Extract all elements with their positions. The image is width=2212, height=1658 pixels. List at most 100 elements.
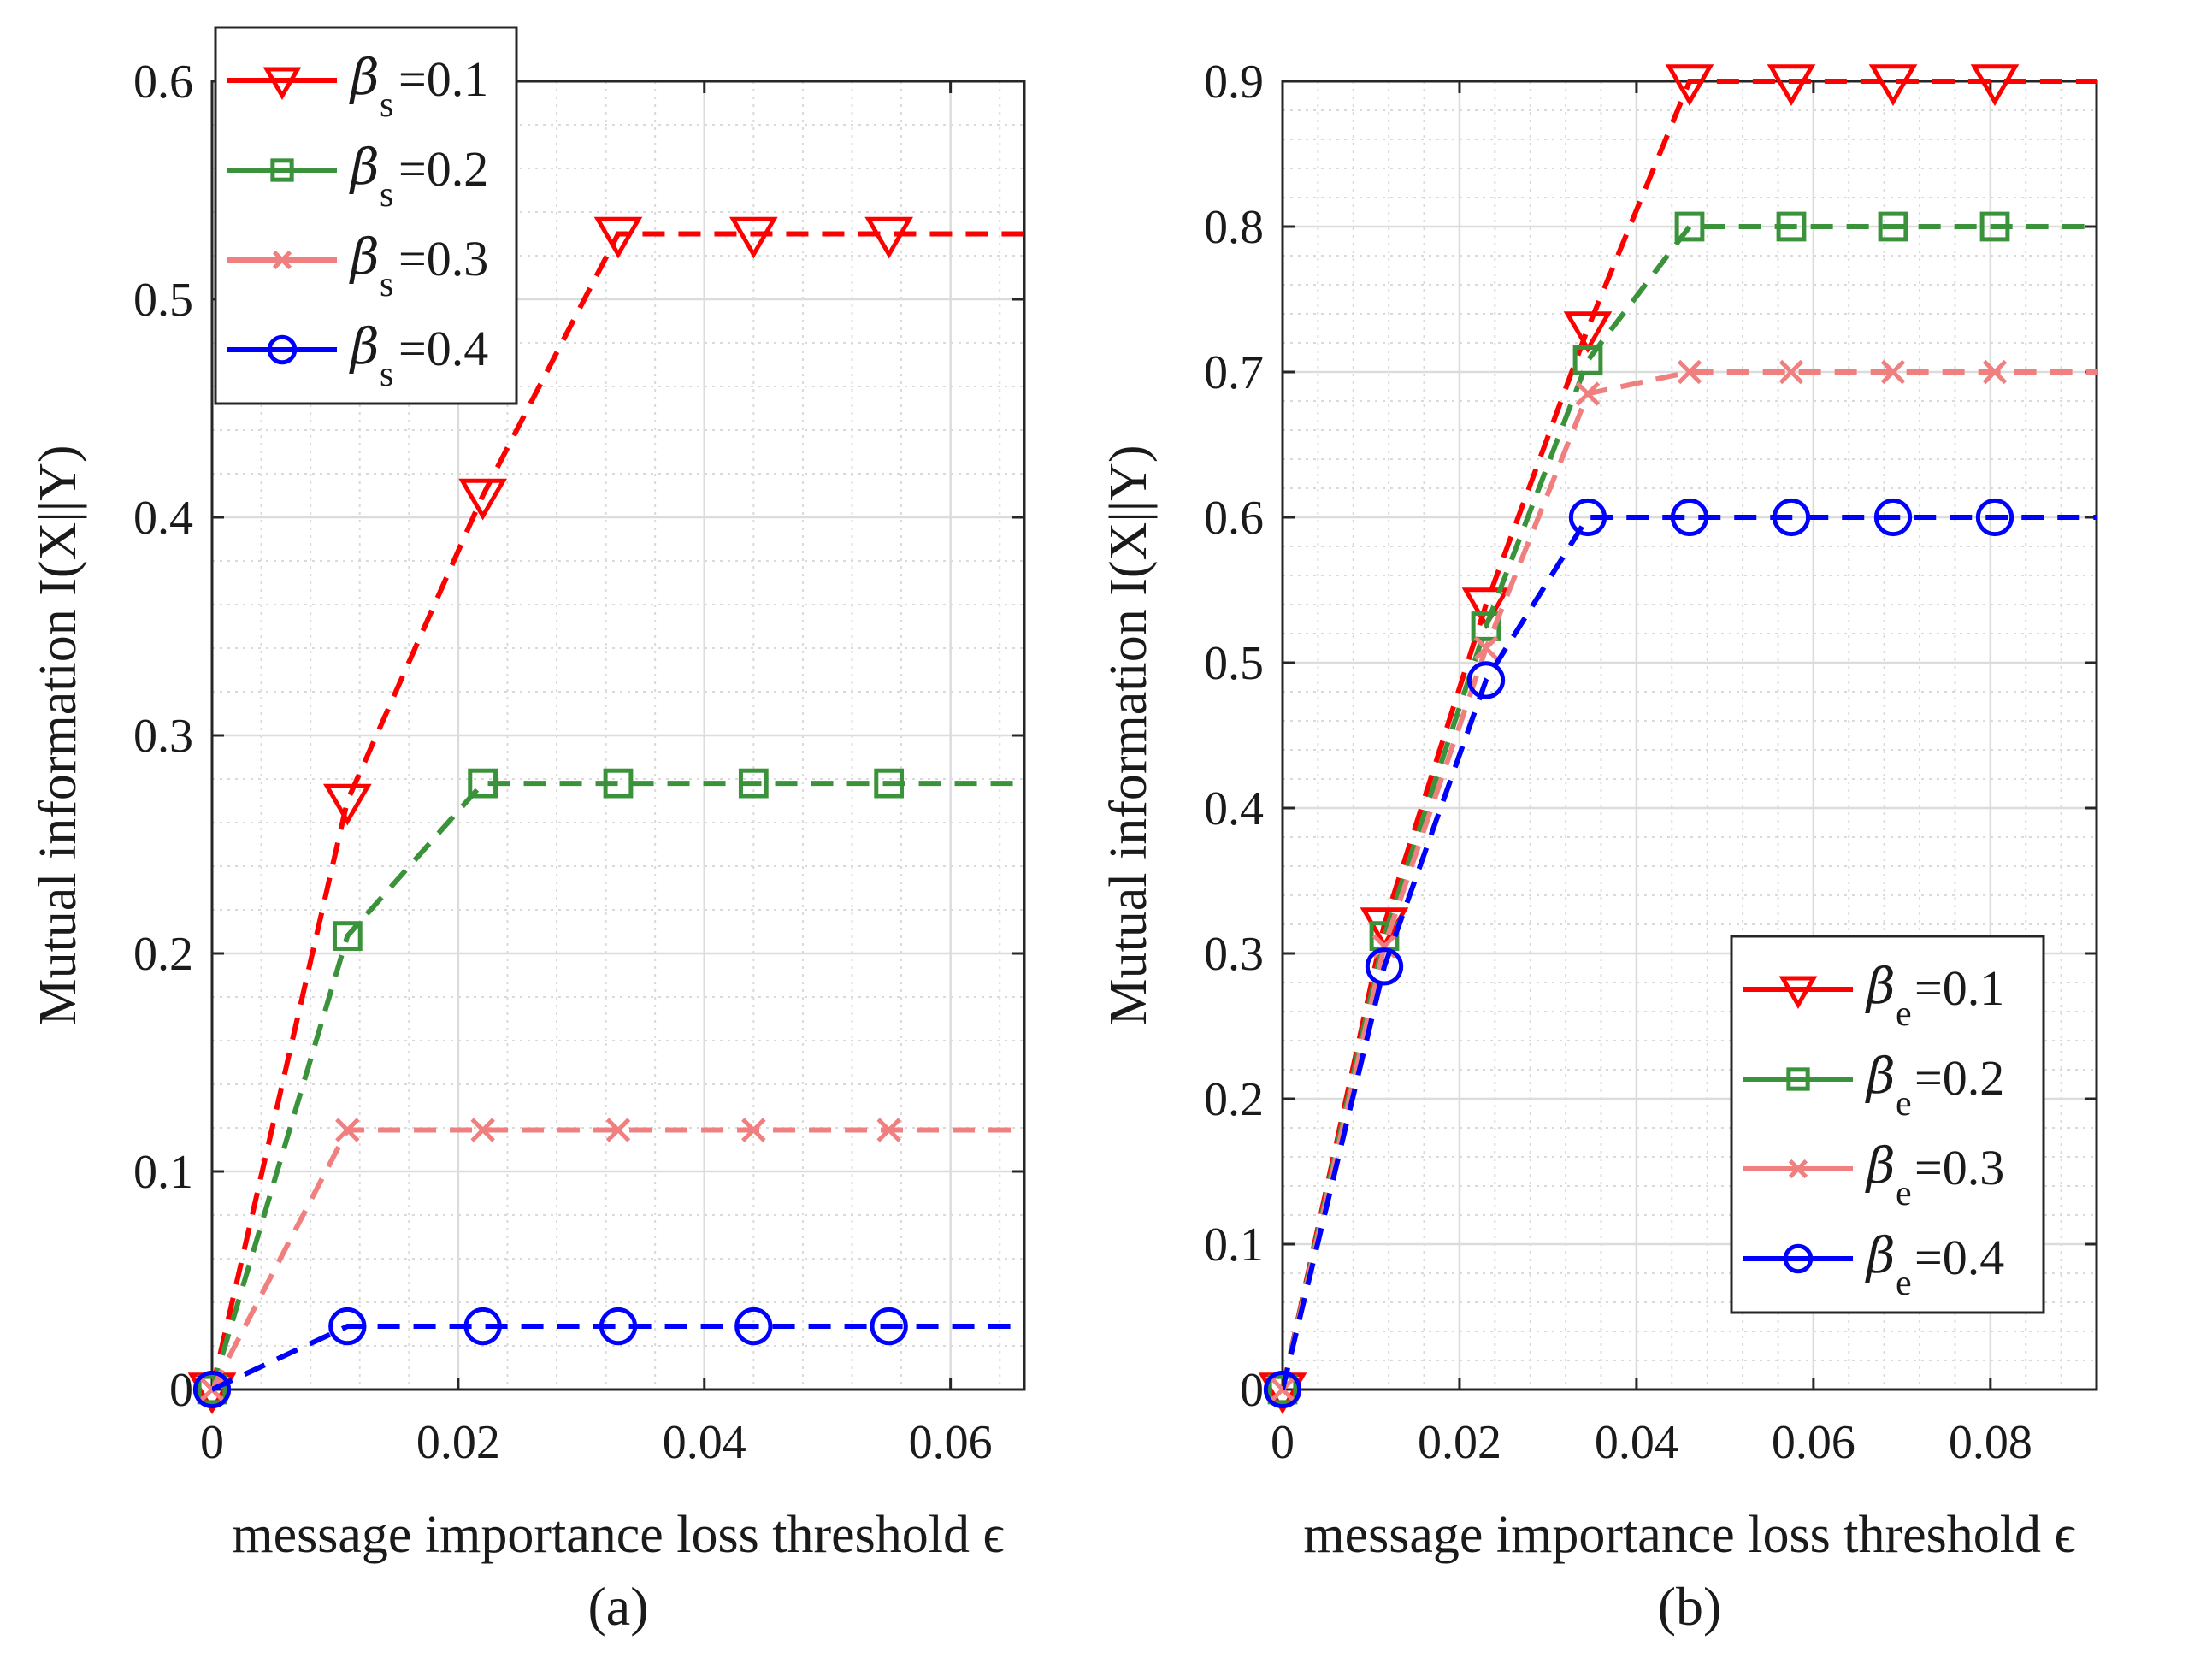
legend-entry-3: β e =0.3 — [1743, 1136, 2004, 1213]
data-point-marker — [1670, 498, 1709, 537]
legend-subscript: s — [380, 265, 393, 304]
legend-entry-1: β e =0.1 — [1743, 957, 2004, 1034]
data-point-marker — [603, 768, 634, 799]
y-tick-label: 0 — [1240, 1364, 1264, 1417]
data-point-marker — [1878, 211, 1908, 242]
legend-subscript: s — [380, 175, 393, 215]
legend-label: =0.3 — [398, 231, 488, 286]
chart-panel-a: 0 0.02 0.04 0.06 0 0.1 0.2 0.3 0.4 0.5 0.6 message … — [29, 26, 1026, 1637]
y-tick-label: 0.8 — [1204, 201, 1264, 254]
y-tick-label: 0.6 — [133, 56, 193, 109]
legend-box — [214, 26, 518, 405]
legend-entry-4: β s =0.4 — [227, 317, 488, 394]
legend-entry-2: β s =0.2 — [227, 138, 488, 215]
data-point-marker — [1979, 211, 2010, 242]
x-axis-label: message importance loss threshold ϵ — [1303, 1506, 2075, 1564]
x-tick-label: 0.04 — [1595, 1416, 1678, 1469]
legend-entry-3: β s =0.3 — [227, 227, 488, 304]
legend-label: =0.3 — [1914, 1140, 2004, 1195]
y-tick-label: 0.7 — [1204, 346, 1264, 399]
data-point-marker — [1572, 345, 1603, 375]
x-axis-label: message importance loss threshold ϵ — [232, 1506, 1004, 1564]
series-line — [212, 781, 1024, 1390]
series-4 — [1263, 498, 2097, 1409]
x-tick-label: 0.06 — [909, 1416, 993, 1469]
x-tick-label: 0.06 — [1772, 1416, 1855, 1469]
data-point-marker — [1767, 64, 1816, 106]
data-point-marker — [1568, 498, 1607, 537]
legend-marker — [267, 334, 298, 365]
data-point-marker — [741, 1118, 766, 1142]
y-tick-label: 0.5 — [133, 274, 193, 327]
ticks — [1281, 80, 2097, 1391]
legend-label: =0.2 — [1914, 1050, 2004, 1106]
legend-symbol: β — [349, 48, 380, 106]
y-axis-label: Mutual information I(X||Y) — [29, 445, 87, 1025]
data-point-marker — [1575, 381, 1601, 406]
data-point-marker — [874, 768, 905, 799]
data-point-marker — [1461, 587, 1511, 629]
legend-symbol: β — [349, 317, 380, 375]
data-point-marker — [1778, 359, 1804, 385]
legend-label: =0.1 — [1914, 960, 2004, 1016]
y-tick-label: 0.4 — [133, 492, 193, 545]
series-1 — [1258, 64, 2097, 1414]
y-tick-label: 0.1 — [133, 1146, 193, 1199]
legend-entry-2: β e =0.2 — [1743, 1047, 2004, 1124]
data-point-marker — [728, 216, 778, 259]
legend-symbol: β — [1865, 1226, 1896, 1284]
y-tick-label: 0.2 — [1204, 1073, 1264, 1126]
x-tick-label: 0 — [200, 1416, 224, 1469]
y-tick-label: 0.1 — [1204, 1218, 1264, 1272]
legend: β e =0.1β e =0.2β e =0.3β e =0.4 — [1730, 935, 2045, 1314]
data-point-marker — [192, 1370, 232, 1409]
legend-box — [1730, 935, 2045, 1314]
y-tick-label: 0.6 — [1204, 492, 1264, 545]
data-point-marker — [599, 1307, 638, 1346]
legend-symbol: β — [1865, 1047, 1896, 1105]
legend-symbol: β — [349, 138, 380, 196]
panel-caption: (a) — [587, 1576, 648, 1637]
data-point-marker — [197, 1374, 227, 1405]
legend-marker — [1783, 1243, 1814, 1274]
data-point-marker — [463, 1307, 502, 1346]
legend-subscript: s — [380, 355, 393, 394]
legend-label: =0.1 — [398, 51, 488, 107]
data-point-marker — [1466, 661, 1506, 699]
data-point-marker — [1880, 359, 1906, 385]
data-point-marker — [322, 783, 372, 826]
y-tick-label: 0.3 — [133, 710, 193, 763]
data-point-marker — [1471, 611, 1501, 641]
legend-subscript: e — [1896, 1084, 1912, 1124]
data-point-marker — [1365, 947, 1404, 986]
series-line — [212, 231, 1024, 1390]
chart-panel-b: 0 0.02 0.04 0.06 0.08 0 0.1 0.2 0.3 0.4 0.5 0.6 0.7 0… — [1100, 56, 2098, 1637]
series-line — [212, 1324, 1024, 1392]
legend-label: =0.4 — [1914, 1230, 2004, 1285]
legend-symbol: β — [1865, 957, 1896, 1015]
data-point-marker — [1263, 1370, 1302, 1409]
data-point-marker — [1563, 311, 1613, 353]
x-tick-label: 0 — [1271, 1416, 1295, 1469]
series-4 — [192, 1307, 1024, 1409]
x-tick-label: 0.02 — [1418, 1416, 1501, 1469]
data-point-marker — [335, 1118, 360, 1142]
legend-marker — [272, 250, 292, 270]
data-point-marker — [1970, 64, 2020, 106]
data-point-marker — [1473, 635, 1499, 661]
data-point-marker — [1674, 211, 1705, 242]
y-tick-label: 0.4 — [1204, 782, 1264, 835]
series-3 — [1270, 359, 2097, 1402]
data-point-marker — [468, 768, 498, 799]
y-tick-label: 0.5 — [1204, 637, 1264, 690]
data-point-marker — [1267, 1374, 1298, 1405]
data-point-marker — [1982, 359, 2008, 385]
panel-caption: (b) — [1658, 1576, 1722, 1637]
x-tick-label: 0.08 — [1949, 1416, 2032, 1469]
legend-label: =0.4 — [398, 321, 488, 376]
series-2 — [197, 768, 1024, 1405]
series-line — [1283, 79, 2097, 1390]
data-point-marker — [1975, 498, 2014, 537]
data-point-marker — [470, 1118, 495, 1142]
